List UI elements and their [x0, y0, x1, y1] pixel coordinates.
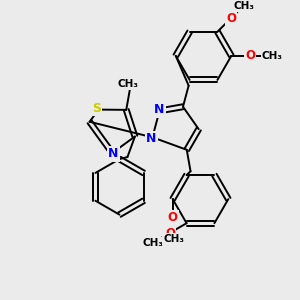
- Text: O: O: [165, 226, 175, 240]
- Text: CH₃: CH₃: [118, 80, 139, 89]
- Text: N: N: [146, 132, 157, 145]
- Text: CH₃: CH₃: [163, 234, 184, 244]
- Text: N: N: [154, 103, 165, 116]
- Text: CH₃: CH₃: [143, 238, 164, 248]
- Text: O: O: [226, 12, 236, 25]
- Text: O: O: [168, 212, 178, 224]
- Text: CH₃: CH₃: [234, 1, 255, 11]
- Text: S: S: [92, 102, 101, 115]
- Text: O: O: [245, 49, 255, 62]
- Text: CH₃: CH₃: [262, 51, 283, 61]
- Text: N: N: [108, 148, 119, 160]
